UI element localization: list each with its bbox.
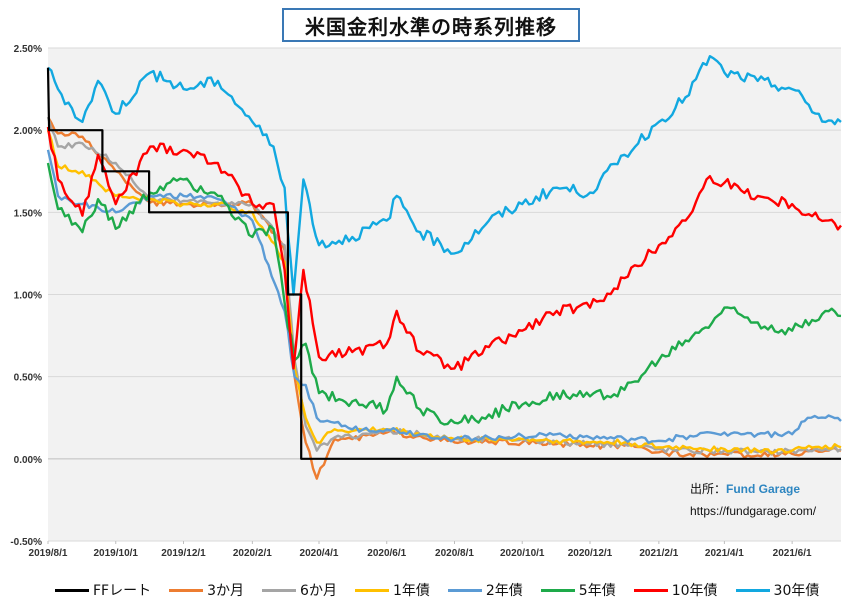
- axis-labels: 2.50%2.00%1.50%1.00%0.50%0.00%-0.50%2019…: [10, 44, 812, 559]
- legend-item: 2年債: [447, 580, 523, 600]
- series-line-5: [46, 149, 842, 444]
- legend-swatch: [169, 588, 204, 592]
- x-tick-label: 2020/4/1: [300, 548, 339, 559]
- source-note: 出所：Fund Garage https://fundgarage.com/: [690, 478, 816, 522]
- y-tick-label: -0.50%: [10, 537, 42, 548]
- x-tick-label: 2021/2/1: [639, 548, 678, 559]
- legend-swatch: [354, 588, 389, 592]
- x-tick-label: 2019/8/1: [29, 548, 68, 559]
- legend-label: 3か月: [207, 583, 245, 599]
- legend-label: 2年債: [485, 583, 523, 599]
- legend-label: 6か月: [300, 583, 337, 599]
- y-tick-label: 2.50%: [14, 44, 42, 55]
- series-lines: [46, 55, 842, 480]
- chart-title: 米国金利水準の時系列推移: [282, 8, 580, 42]
- y-tick-label: 2.00%: [14, 126, 42, 137]
- x-tick-label: 2020/6/1: [367, 548, 406, 559]
- legend-item: 6か月: [262, 580, 337, 600]
- legend: FFレート 3か月 6か月 1年債 2年債 5年債 10年債 30年債: [55, 578, 855, 602]
- x-tick-label: 2020/10/1: [500, 548, 545, 559]
- x-tick-label: 2021/6/1: [773, 548, 812, 559]
- legend-swatch: [540, 588, 575, 592]
- legend-swatch: [262, 588, 297, 592]
- legend-swatch: [55, 588, 89, 592]
- y-tick-label: 1.00%: [14, 291, 42, 302]
- legend-label: 30年債: [773, 583, 820, 599]
- legend-swatch: [447, 588, 482, 592]
- legend-item: 10年債: [633, 580, 718, 600]
- legend-swatch: [633, 588, 668, 592]
- series-line-8: [47, 55, 842, 296]
- series-line-6: [46, 162, 842, 426]
- legend-swatch: [735, 588, 770, 592]
- legend-item: 30年債: [735, 580, 820, 600]
- x-tick-label: 2019/12/1: [161, 548, 206, 559]
- series-line-1: [46, 67, 841, 460]
- legend-item: 1年債: [354, 580, 430, 600]
- source-name: Fund Garage: [726, 482, 801, 496]
- x-tick-label: 2020/12/1: [568, 548, 613, 559]
- source-label: 出所：: [690, 482, 727, 496]
- legend-label: FFレート: [93, 583, 152, 599]
- y-tick-label: 1.50%: [14, 208, 42, 219]
- x-tick-label: 2021/4/1: [705, 548, 744, 559]
- x-tick-label: 2019/10/1: [93, 548, 138, 559]
- legend-item: FFレート: [55, 580, 151, 600]
- y-tick-label: 0.50%: [14, 373, 42, 384]
- x-tick-label: 2020/8/1: [435, 548, 474, 559]
- legend-item: 5年債: [540, 580, 616, 600]
- x-tick-label: 2020/2/1: [233, 548, 272, 559]
- series-line-7: [46, 126, 842, 371]
- y-tick-label: 0.00%: [14, 455, 42, 466]
- legend-label: 5年債: [578, 583, 616, 599]
- source-url: https://fundgarage.com/: [690, 504, 817, 518]
- legend-label: 10年債: [671, 583, 718, 599]
- legend-label: 1年債: [392, 583, 430, 599]
- legend-item: 3か月: [169, 580, 244, 600]
